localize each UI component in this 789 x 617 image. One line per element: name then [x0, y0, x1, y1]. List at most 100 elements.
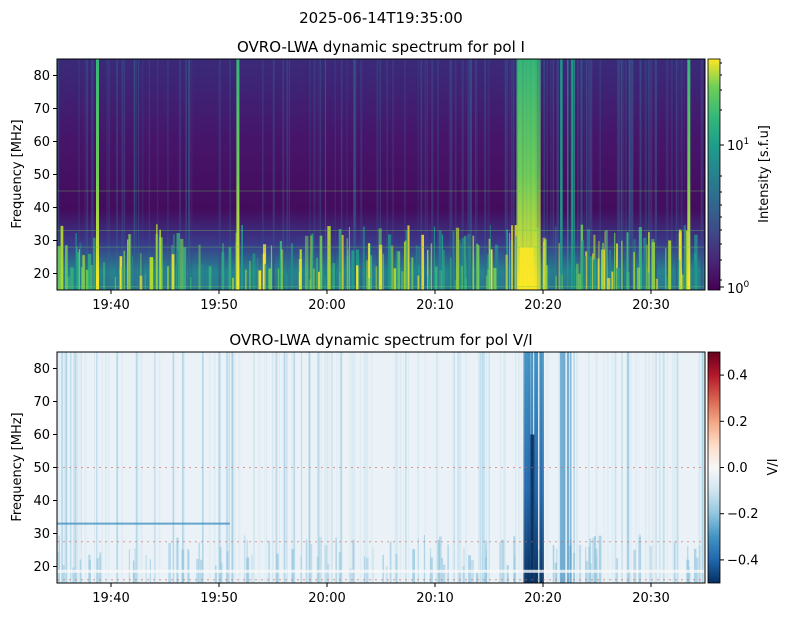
panel-i-streak: [512, 59, 515, 290]
panel-vi-streak: [228, 352, 230, 583]
panel-i-lowfreq-burst: [582, 256, 587, 290]
panel-i-lowfreq-burst: [592, 253, 594, 290]
panel-vi-lowfreq-noise: [327, 564, 330, 583]
panel-i-lowfreq-burst: [441, 234, 444, 290]
panel-i-streak: [157, 59, 159, 290]
panel-i-lowfreq-burst: [245, 269, 247, 290]
panel-i-lowfreq-burst: [119, 267, 122, 290]
panel-i-streak: [420, 59, 423, 290]
panel-i-streak: [578, 59, 580, 290]
panel-vi-lowfreq-noise: [698, 545, 701, 583]
panel-i-streak: [466, 59, 469, 290]
panel-i-ytick-label: 30: [33, 234, 50, 249]
panel-stokes-i: OVRO-LWA dynamic spectrum for pol I 20 30…: [10, 38, 772, 313]
panel-vi-lowfreq-noise: [75, 571, 77, 583]
panel-vi-lowfreq-noise: [598, 535, 602, 583]
panel-i-lowfreq-burst: [362, 226, 365, 290]
panel-i-lowfreq-burst: [85, 269, 89, 290]
panel-i-lowfreq-burst: [665, 248, 667, 290]
panel-i-streak: [475, 59, 477, 290]
panel-vi-lowfreq-noise: [389, 541, 392, 583]
panel-vi-x-axis: 19:40 19:50 20:00 20:10 20:20 20:30: [92, 583, 670, 606]
panel-i-streak: [670, 59, 673, 290]
panel-i-lowfreq-burst: [487, 254, 490, 290]
panel-i-streak: [185, 59, 187, 290]
panel-vi-lowfreq-noise: [554, 562, 558, 583]
panel-i-streak: [556, 59, 560, 290]
panel-vi-pol-burst: [569, 352, 572, 583]
panel-i-streak: [505, 59, 509, 290]
panel-i-lowfreq-burst: [485, 275, 490, 290]
panel-vi-streak: [172, 352, 175, 583]
panel-vi-lowfreq-noise: [589, 563, 592, 583]
panel-i-lowfreq-burst: [318, 271, 320, 290]
panel-i-colorbar: [707, 58, 721, 291]
panel-i-streak: [427, 59, 429, 290]
panel-vi-streak: [611, 352, 614, 583]
panel-i-lowfreq-burst: [264, 263, 268, 290]
panel-i-streak: [167, 59, 169, 290]
panel-i-streak: [123, 59, 126, 290]
panel-i-lowfreq-burst: [177, 250, 179, 290]
panel-vi-streak: [62, 352, 64, 583]
panel-vi-colorbar-ticks: 0.4 0.2 0.0 −0.2 −0.4: [720, 369, 759, 568]
panel-vi-streak: [576, 352, 578, 583]
panel-vi-streak: [407, 352, 410, 583]
panel-i-lowfreq-burst: [87, 253, 92, 290]
panel-i-xtick-label: 20:20: [524, 298, 561, 313]
panel-vi-pol-burst: [559, 352, 562, 583]
panel-vi-lowfreq-noise: [484, 540, 488, 583]
panel-i-streak: [431, 59, 434, 290]
panel-i-storm-burst: [573, 59, 576, 290]
panel-vi-streak: [265, 352, 268, 583]
panel-i-lowfreq-burst: [60, 225, 64, 290]
panel-i-lowfreq-burst: [453, 279, 457, 290]
panel-i-lowfreq-burst: [626, 232, 629, 290]
panel-i-streak: [546, 59, 548, 290]
panel-vi-streak: [481, 352, 483, 583]
panel-vi-heatmap-features: [57, 352, 705, 583]
panel-i-streak: [588, 59, 591, 290]
panel-i-lowfreq-burst: [648, 272, 650, 290]
panel-i-streak: [191, 59, 193, 290]
panel-i-streak: [133, 59, 136, 290]
panel-i-streak: [552, 59, 555, 290]
panel-i-lowfreq-burst: [346, 238, 349, 290]
panel-vi-streak: [656, 352, 658, 583]
panel-i-lowfreq-burst: [493, 267, 497, 290]
panel-i-streak: [185, 59, 187, 290]
panel-i-storm-burst: [560, 59, 562, 290]
panel-vi-streak: [396, 352, 399, 583]
panel-i-streak: [218, 59, 221, 290]
panel-i-streak: [424, 59, 427, 290]
panel-vi-streak: [520, 352, 523, 583]
panel-vi-lowfreq-noise: [58, 535, 60, 583]
panel-vi-lowfreq-noise: [499, 541, 501, 583]
panel-i-streak: [468, 59, 470, 290]
panel-vi-streak: [253, 352, 255, 583]
panel-i-colorbar-tick-label-1: 101: [727, 137, 749, 154]
panel-vi-ytick-label: 60: [33, 428, 50, 443]
panel-i-streak: [340, 59, 343, 290]
panel-i-lowfreq-burst: [403, 241, 406, 290]
panel-vi-lowfreq-noise: [468, 555, 471, 583]
panel-i-lowfreq-burst: [558, 242, 560, 290]
panel-i-streak: [135, 59, 137, 290]
panel-i-streak: [324, 59, 326, 290]
panel-vi-lowfreq-noise: [318, 537, 322, 583]
panel-i-storm-burst: [535, 59, 538, 290]
panel-vi-colorbar-label: V/I: [766, 458, 781, 475]
panel-vi-xtick-label: 20:00: [308, 591, 345, 606]
panel-vi-streak: [558, 352, 560, 583]
panel-i-lowfreq-burst: [65, 245, 68, 290]
panel-vi-streak: [371, 352, 373, 583]
panel-vi-streak: [588, 352, 590, 583]
panel-i-streak: [683, 59, 686, 290]
panel-i-lowfreq-burst: [472, 235, 475, 290]
panel-i-streak: [504, 59, 506, 290]
panel-i-lowfreq-burst: [390, 245, 394, 290]
panel-i-storm-burst: [534, 59, 537, 290]
panel-vi-streak: [234, 352, 236, 583]
panel-vi-streak: [659, 352, 661, 583]
panel-i-streak: [360, 59, 363, 290]
